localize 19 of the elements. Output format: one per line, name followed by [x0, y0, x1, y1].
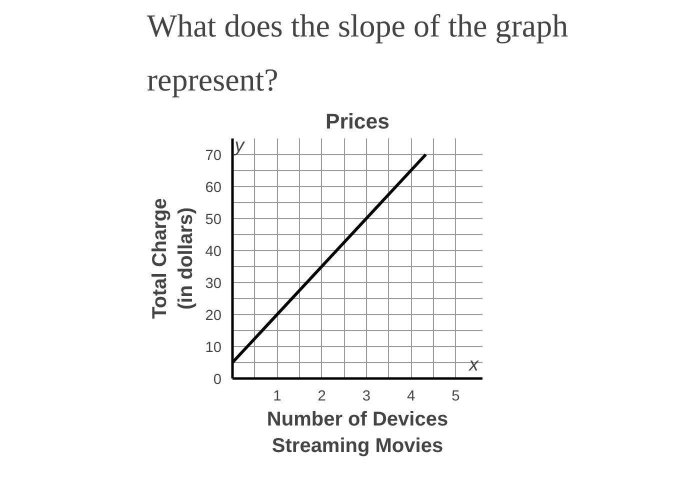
- annotation: y: [232, 134, 246, 156]
- x-tick-label: 1: [273, 388, 282, 404]
- chart-title: What does the slope of the graph represent?: [146, 8, 568, 98]
- y-tick-label: 70: [205, 148, 222, 164]
- y-tick-label: 0: [213, 372, 222, 388]
- chart-subtitle: Prices: [325, 110, 390, 134]
- y-axis-title: Total Charge (in dollars): [148, 198, 198, 319]
- x-tick-label: 2: [318, 388, 326, 404]
- x-tick-label: 5: [452, 388, 460, 404]
- x-axis-title: Number of Devices Streaming Movies: [266, 408, 448, 457]
- annotation: x: [468, 354, 480, 375]
- y-tick-label: 30: [205, 276, 222, 292]
- y-tick-label: 20: [205, 308, 222, 324]
- x-tick-label: 4: [406, 388, 416, 404]
- y-tick-label: 40: [205, 244, 222, 260]
- y-tick-label: 10: [205, 340, 222, 356]
- x-tick-label: 3: [362, 388, 371, 404]
- y-tick-label: 60: [205, 180, 222, 196]
- y-tick-label: 50: [205, 212, 222, 228]
